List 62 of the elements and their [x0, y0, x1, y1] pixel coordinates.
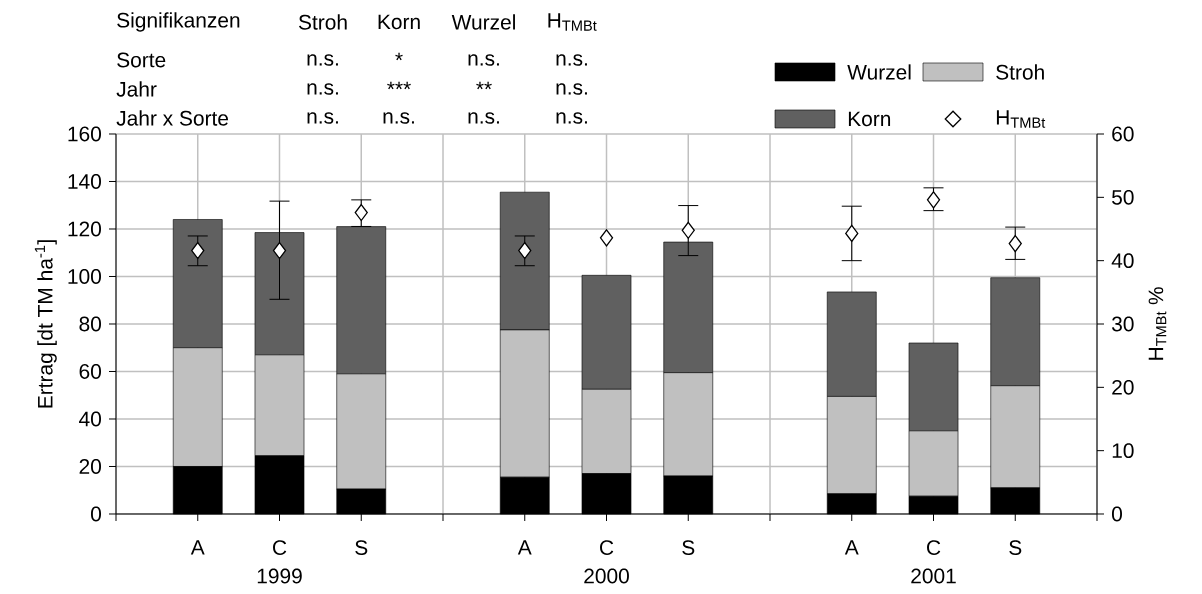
- text: n.s.: [383, 112, 414, 124]
- text: H$_{TMBt}$: [548, 13, 597, 31]
- x-tick-label: A: [844, 540, 859, 555]
- text: n.s.: [556, 112, 587, 124]
- text: Korn: [378, 14, 420, 30]
- legend-label: Korn: [848, 111, 891, 127]
- text: n.s.: [307, 54, 338, 66]
- x-tick-label: S: [1009, 540, 1022, 555]
- point: [1008, 234, 1022, 253]
- point: [681, 221, 695, 239]
- text: Sorte: [117, 52, 166, 68]
- x-tick-label: C: [927, 540, 941, 555]
- point: [518, 241, 532, 260]
- x-tick-label: S: [682, 540, 695, 555]
- y2-tick-label: 40: [1111, 253, 1134, 269]
- x-tick-label: A: [190, 540, 205, 555]
- y2-tick-label: 10: [1112, 443, 1134, 459]
- legend-label: Stroh: [996, 64, 1044, 80]
- y-tick-label: 160: [68, 126, 101, 142]
- point: [191, 241, 205, 260]
- text: n.s.: [468, 54, 499, 66]
- y-tick-label: 100: [68, 269, 101, 284]
- y-tick-label: 80: [79, 316, 101, 332]
- text: Stroh: [298, 14, 347, 30]
- y2-tick-label: 20: [1112, 379, 1134, 395]
- text: 1999: [257, 568, 302, 584]
- text: ***: [387, 81, 411, 90]
- text: *: [395, 52, 403, 61]
- text: Jahr x Sorte: [116, 110, 229, 126]
- x-tick-label: C: [600, 540, 614, 555]
- text: n.s.: [307, 112, 338, 124]
- y-tick-label: 40: [79, 411, 101, 427]
- x-tick-label: C: [273, 540, 287, 555]
- point: [354, 203, 368, 222]
- y-tick-label: 140: [68, 174, 101, 189]
- text: n.s.: [556, 54, 587, 66]
- y-tick-label: 20: [79, 459, 101, 474]
- x-tick-label: S: [355, 540, 368, 555]
- y-tick-label: 0: [91, 506, 102, 522]
- point: [272, 241, 287, 260]
- point: [599, 229, 614, 247]
- text: Wurzel: [451, 14, 515, 30]
- y2-tick-label: 50: [1112, 189, 1134, 205]
- y-axis-title: Ertrag [dt TM ha$^{-1}$]: [34, 240, 57, 408]
- text: Jahr: [116, 81, 157, 97]
- text: n.s.: [556, 83, 587, 95]
- y2-tick-label: 0: [1111, 506, 1122, 522]
- text: n.s.: [307, 83, 338, 95]
- legend-label: Wurzel: [847, 64, 911, 80]
- y-tick-label: 120: [68, 221, 101, 237]
- y2-tick-label: 30: [1111, 316, 1134, 332]
- y2-axis-title: H$_{TMBt}$ %: [1148, 287, 1167, 360]
- x-tick-label: A: [517, 540, 532, 555]
- text: 2000: [584, 568, 629, 584]
- text: Signifikanzen: [117, 12, 240, 32]
- y-tick-label: 60: [79, 364, 101, 379]
- y2-tick-label: 60: [1112, 126, 1134, 142]
- text: n.s.: [468, 112, 499, 124]
- legend-label: H$_{TMBt}$: [996, 110, 1046, 128]
- point: [845, 224, 859, 243]
- text: 2001: [911, 568, 956, 584]
- text: **: [476, 81, 492, 90]
